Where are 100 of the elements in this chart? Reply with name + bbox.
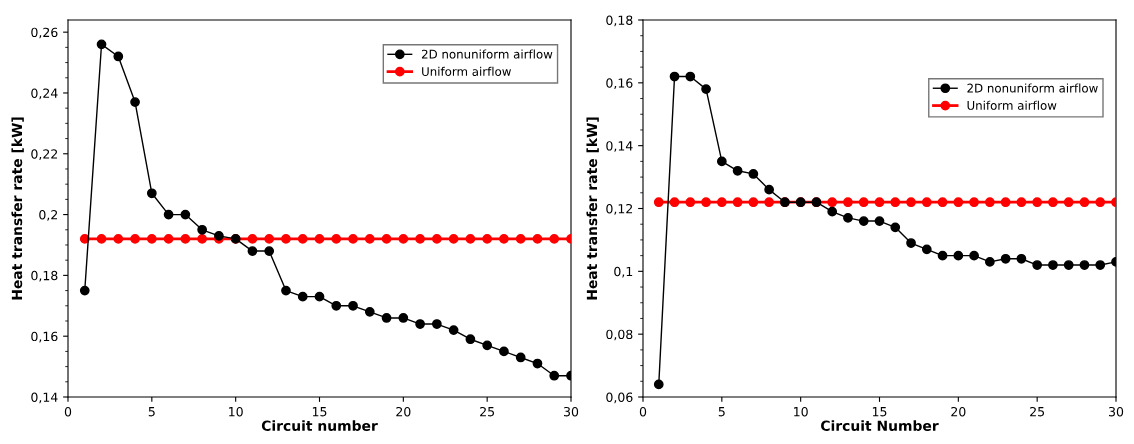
x-axis-title: Circuit Number [821,420,939,431]
y-tick-label: 0,16 [606,78,633,90]
x-tick-label: 0 [639,406,647,417]
x-tick-label: 20 [396,406,411,417]
point [701,84,711,94]
point [281,234,291,244]
point [906,197,916,208]
point [398,234,409,244]
point [532,358,543,369]
x-tick-label: 30 [564,406,579,417]
point [858,197,869,208]
y-tick-label: 0,14 [606,141,633,152]
point [969,197,979,208]
point [247,246,258,256]
x-tick-label: 15 [312,407,327,417]
point [1000,253,1011,264]
point [515,234,526,244]
point [113,51,124,62]
point [130,234,140,244]
x-tick-label: 5 [148,407,155,417]
point [432,319,442,329]
point [264,234,275,244]
point [281,285,291,296]
y-tick-label: 0,2 [39,210,58,221]
y-tick-label: 0,1 [614,266,633,278]
point [79,285,90,296]
point [113,234,124,244]
point [1063,260,1074,270]
point [921,244,932,255]
point [482,234,493,244]
point [685,197,696,208]
point [1032,197,1043,208]
point [314,234,325,244]
y-axis-title: Heat transfer rate [kW] [586,117,599,300]
point [515,352,526,363]
point [953,250,964,261]
point [1095,260,1106,270]
point [716,197,727,208]
y-tick-label: 0,06 [606,392,633,404]
x-tick-label: 25 [1030,406,1045,417]
point [499,346,509,357]
legend-label: Uniform airflow [967,100,1057,110]
point [348,234,358,244]
point [96,234,107,244]
point [1048,197,1058,208]
point [953,197,964,208]
point [653,197,664,208]
point [415,319,425,329]
point [364,307,375,317]
point [985,257,995,267]
point [969,250,979,261]
point [1000,197,1011,208]
point [331,234,342,244]
point [180,234,191,244]
point [921,197,932,208]
point [716,156,727,167]
point [197,224,207,235]
y-tick-label: 0,16 [31,331,58,343]
point [549,370,560,381]
x-tick-label: 25 [480,406,495,417]
y-tick-label: 0,18 [606,15,633,27]
point [264,246,275,256]
point [764,197,774,208]
point [432,234,442,244]
point [732,165,743,176]
point [465,334,476,345]
point [827,197,838,208]
point [669,71,680,82]
point [549,234,560,244]
point [331,300,342,311]
point [348,300,358,311]
y-tick-label: 0,24 [31,88,58,100]
y-tick-label: 0,08 [606,329,633,341]
point [381,234,392,244]
point [297,234,308,244]
point [874,197,885,208]
point [669,197,680,208]
point [906,238,916,248]
point [890,222,901,233]
legend-label: 2D nonuniform airflow [967,83,1098,93]
point [180,209,191,220]
point [1032,260,1043,270]
point [96,39,107,50]
point [1016,253,1027,264]
point [146,234,157,244]
x-tick-label: 5 [718,407,725,417]
x-tick-label: 0 [64,406,72,417]
point [1063,197,1074,208]
point [448,325,459,335]
point [890,197,901,208]
y-tick-label: 0,12 [606,203,633,215]
x-tick-label: 20 [951,406,966,417]
point [415,234,425,244]
point [1048,260,1058,270]
x-tick-label: 30 [1109,406,1124,417]
point [732,197,743,208]
point [858,216,869,226]
point [130,97,140,107]
point [381,313,392,323]
legend-label: Uniform airflow [422,66,511,76]
